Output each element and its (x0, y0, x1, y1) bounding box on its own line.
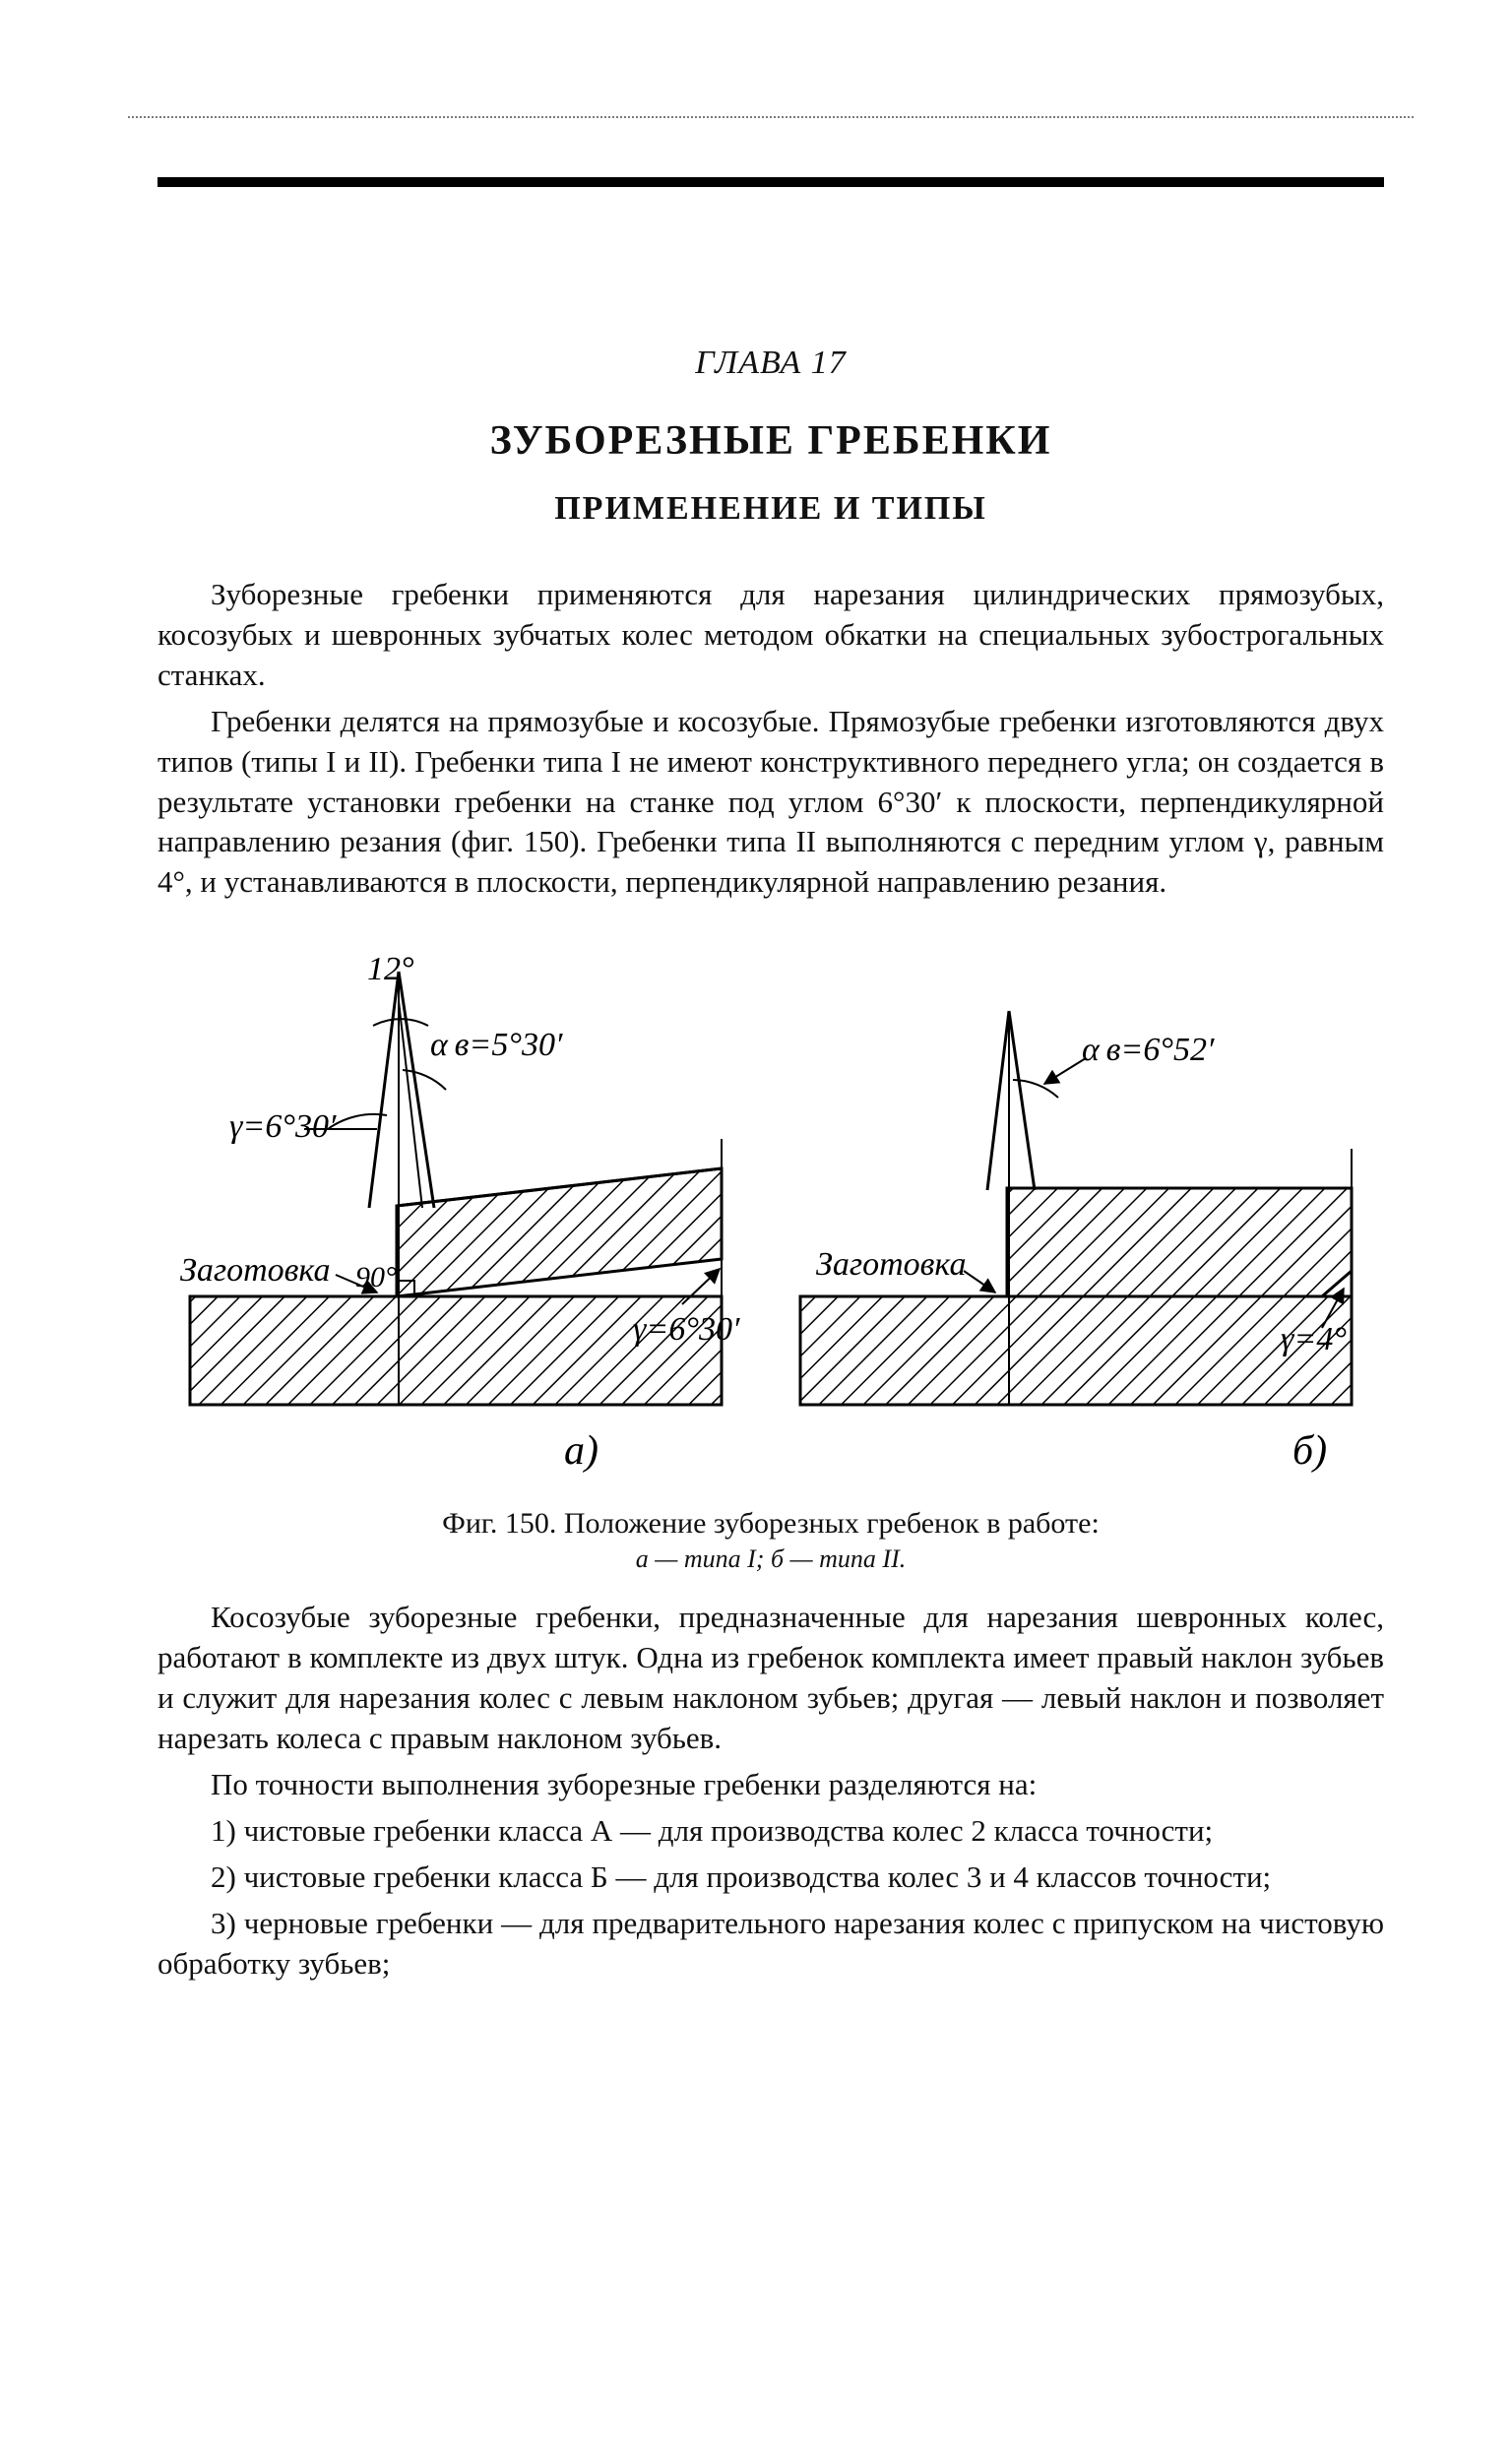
fig-a-label-zagotovka: Заготовка (180, 1252, 330, 1289)
figure-caption-b: б — типа II. (771, 1544, 906, 1573)
fig-b-label-alpha: α в=6°52′ (1082, 1032, 1215, 1068)
figure-caption-main: Положение зуборезных гребенок в работе: (564, 1507, 1100, 1540)
figure-caption: Фиг. 150. Положение зуборезных гребенок … (170, 1507, 1371, 1574)
page: ГЛАВА 17 ЗУБОРЕЗНЫЕ ГРЕБЕНКИ ПРИМЕНЕНИЕ … (0, 0, 1512, 2457)
fig-b-group: α в=6°52′ Заготовка γ=4° б) (800, 1011, 1352, 1474)
fig-b-workpiece (800, 1296, 1352, 1405)
fig-a-label-gamma: γ=6°30′ (229, 1108, 337, 1145)
chapter-rule (158, 177, 1384, 187)
figure-number: Фиг. 150. (442, 1507, 556, 1540)
fig-b-label-gamma: γ=4° (1281, 1321, 1347, 1357)
figure-caption-a: а — типа I; (636, 1544, 765, 1573)
figure-150-svg: 12° α в=5°30′ γ=6°30′ Заготовка 90° γ=6°… (170, 942, 1371, 1493)
fig-b-rack (1007, 1188, 1352, 1296)
fig-a-tooth-left (369, 972, 399, 1208)
paragraph-3: Косозубые зуборезные гребенки, предназна… (158, 1598, 1384, 1759)
figure-150: 12° α в=5°30′ γ=6°30′ Заготовка 90° γ=6°… (170, 942, 1371, 1574)
paragraph-2: Гребенки делятся на прямозубые и косозуб… (158, 702, 1384, 904)
fig-b-panel-label: б) (1292, 1428, 1327, 1474)
fig-a-tooth-right (399, 972, 434, 1208)
chapter-label: ГЛАВА 17 (158, 345, 1384, 382)
fig-a-panel-label: а) (564, 1428, 598, 1474)
paragraph-1: Зуборезные гребенки применяются для наре… (158, 575, 1384, 696)
list-item-2: 2) чистовые гребенки класса Б — для прои… (158, 1858, 1384, 1898)
paragraph-4: По точности выполнения зуборезные гребен… (158, 1765, 1384, 1805)
page-title: ЗУБОРЕЗНЫЕ ГРЕБЕНКИ (158, 417, 1384, 465)
list-item-3: 3) черновые гребенки — для предварительн… (158, 1904, 1384, 1984)
fig-a-label-gamma-mid: γ=6°30′ (633, 1311, 740, 1348)
page-subtitle: ПРИМЕНЕНИЕ И ТИПЫ (158, 490, 1384, 528)
fig-a-rack (397, 1168, 722, 1296)
list-item-1: 1) чистовые гребенки класса А — для прои… (158, 1811, 1384, 1852)
fig-a-label-12: 12° (367, 951, 414, 987)
top-noise-rule (128, 116, 1414, 118)
fig-a-label-alpha: α в=5°30′ (430, 1027, 563, 1063)
fig-a-label-90: 90° (355, 1261, 397, 1293)
fig-b-label-zagotovka: Заготовка (816, 1246, 966, 1283)
